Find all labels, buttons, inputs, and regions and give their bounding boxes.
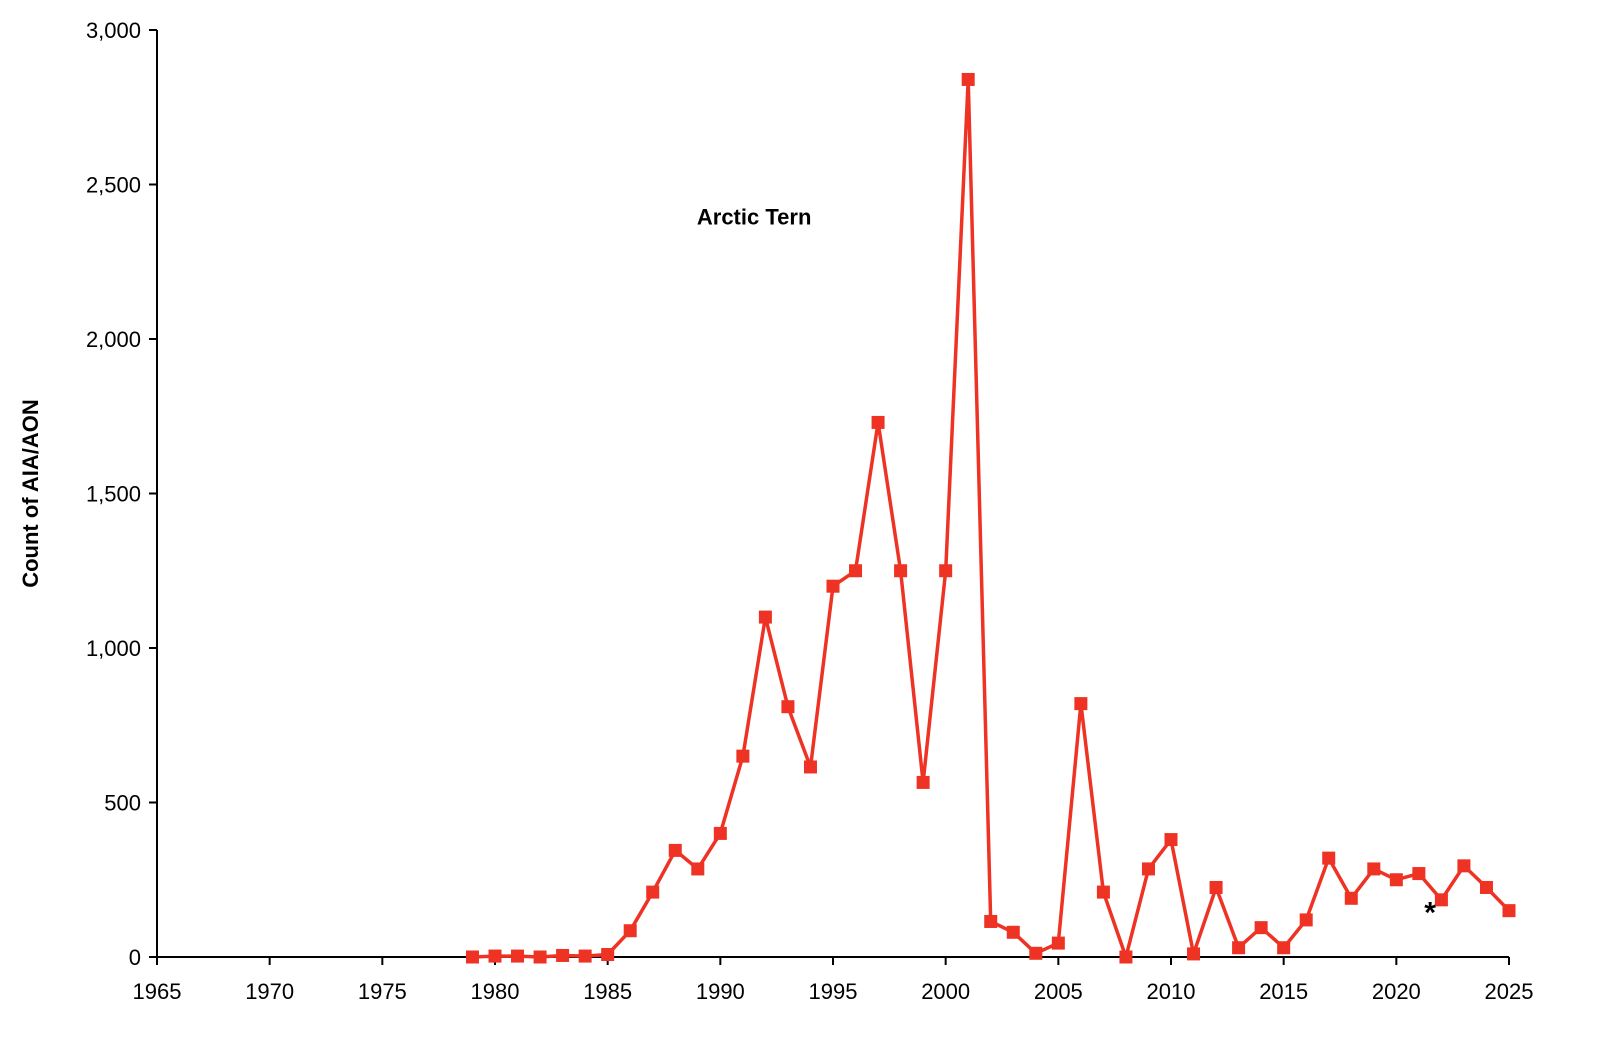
data-point [623, 924, 637, 938]
data-point [781, 700, 795, 714]
x-tick-label: 1990 [696, 979, 745, 1004]
data-point [1434, 893, 1448, 907]
data-point [488, 949, 502, 963]
data-point [1389, 873, 1403, 887]
data-point [1029, 946, 1043, 960]
data-point [1277, 941, 1291, 955]
x-tick-label: 2005 [1034, 979, 1083, 1004]
x-tick-label: 1970 [245, 979, 294, 1004]
data-point [691, 862, 705, 876]
x-tick-label: 2020 [1372, 979, 1421, 1004]
data-point [1119, 950, 1133, 964]
data-point [1344, 891, 1358, 905]
annotation-species-label: Arctic Tern [697, 205, 812, 230]
x-tick-label: 1965 [133, 979, 182, 1004]
data-point [1096, 885, 1110, 899]
data-point [1412, 867, 1426, 881]
data-point [601, 948, 615, 962]
series-line [472, 77, 1511, 959]
data-point [1232, 941, 1246, 955]
data-point [1299, 913, 1313, 927]
data-point [533, 950, 547, 964]
data-point [646, 885, 660, 899]
data-point [1051, 936, 1065, 950]
y-tick-label: 0 [129, 945, 141, 970]
y-tick-label: 1,500 [86, 482, 141, 507]
data-point [736, 749, 750, 763]
data-point [961, 72, 975, 86]
data-point [1322, 851, 1336, 865]
data-point [803, 760, 817, 774]
data-point [465, 950, 479, 964]
data-point [1209, 880, 1223, 894]
data-point [1479, 880, 1493, 894]
x-tick-label: 1995 [809, 979, 858, 1004]
data-point [826, 579, 840, 593]
data-point [1187, 947, 1201, 961]
x-tick-label: 1975 [358, 979, 407, 1004]
data-point [916, 775, 930, 789]
data-point [578, 949, 592, 963]
data-point [871, 415, 885, 429]
x-tick-label: 2025 [1485, 979, 1534, 1004]
data-point [1502, 904, 1516, 918]
data-point [1457, 859, 1471, 873]
data-point [713, 826, 727, 840]
data-point [511, 949, 525, 963]
y-tick-label: 500 [104, 791, 141, 816]
data-point [1367, 862, 1381, 876]
y-axis-title: Count of AIA/AON [18, 399, 43, 588]
y-axis-ticks: 0 500 1,000 1,500 2,000 2,500 3,000 [86, 18, 157, 970]
data-point [894, 564, 908, 578]
x-tick-label: 2015 [1259, 979, 1308, 1004]
data-point [758, 610, 772, 624]
data-point [849, 564, 863, 578]
data-point [1006, 925, 1020, 939]
data-point [1074, 697, 1088, 711]
data-point [1254, 921, 1268, 935]
data-point [1141, 862, 1155, 876]
data-point [984, 914, 998, 928]
annotation-asterisk: * [1424, 897, 1436, 930]
series-layer [465, 72, 1516, 964]
axes [156, 30, 1509, 958]
x-tick-label: 2010 [1147, 979, 1196, 1004]
x-axis-ticks: 1965 1970 1975 1980 1985 1990 1995 2000 2005 2010… [133, 957, 1534, 1004]
x-tick-label: 1985 [583, 979, 632, 1004]
data-point [939, 564, 953, 578]
data-point [668, 843, 682, 857]
y-tick-label: 2,500 [86, 173, 141, 198]
x-tick-label: 1980 [471, 979, 520, 1004]
data-point [1164, 833, 1178, 847]
data-point [556, 948, 570, 962]
x-tick-label: 2000 [921, 979, 970, 1004]
y-tick-label: 2,000 [86, 327, 141, 352]
y-tick-label: 3,000 [86, 18, 141, 43]
y-tick-label: 1,000 [86, 636, 141, 661]
